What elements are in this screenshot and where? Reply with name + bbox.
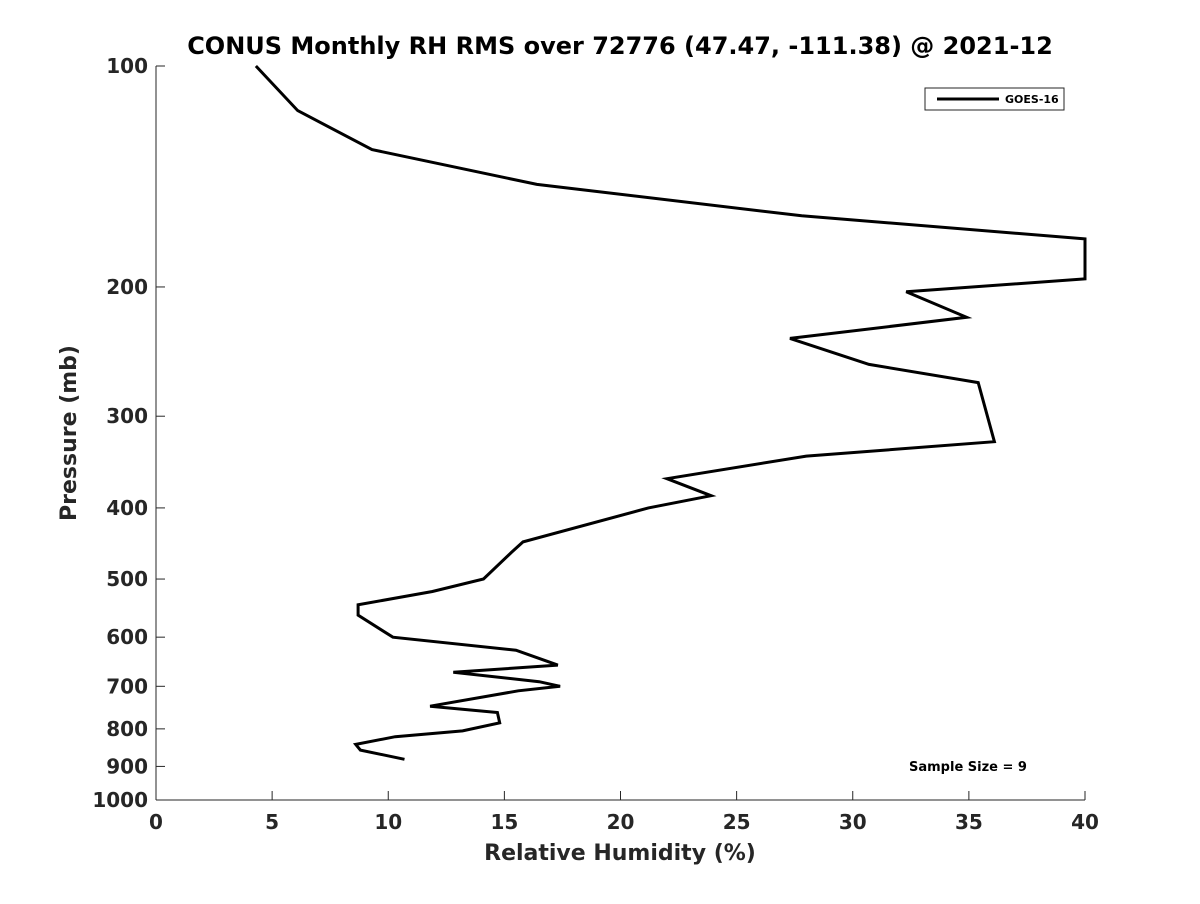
x-axis-ticks: 0 5 10 15 20 25 30 35 40	[149, 791, 1099, 834]
y-tick-label: 200	[106, 275, 148, 299]
y-tick-label: 400	[106, 496, 148, 520]
y-axis-label: Pressure (mb)	[57, 345, 82, 521]
sample-size-annotation: Sample Size = 9	[909, 760, 1027, 775]
chart-title: CONUS Monthly RH RMS over 72776 (47.47, …	[187, 32, 1053, 60]
x-axis-label: Relative Humidity (%)	[484, 841, 756, 866]
y-tick-label: 800	[106, 717, 148, 741]
x-tick-label: 15	[490, 810, 518, 834]
x-tick-label: 30	[839, 810, 867, 834]
x-tick-label: 5	[265, 810, 279, 834]
x-tick-label: 20	[607, 810, 635, 834]
x-tick-label: 10	[374, 810, 402, 834]
series-layer	[254, 64, 1087, 761]
legend-label-goes-16: GOES-16	[1005, 93, 1059, 106]
y-tick-label: 600	[106, 625, 148, 649]
y-tick-label: 300	[106, 404, 148, 428]
x-tick-label: 40	[1071, 810, 1099, 834]
plot-area-frame	[156, 66, 1085, 800]
series-line-goes-16	[254, 64, 1087, 761]
y-tick-label: 900	[106, 754, 148, 778]
y-tick-label: 500	[106, 567, 148, 591]
y-axis-ticks: 100 200 300 400 500 600 700 800 900 1000	[92, 54, 165, 812]
y-tick-label: 700	[106, 674, 148, 698]
x-tick-label: 25	[723, 810, 751, 834]
x-tick-label: 35	[955, 810, 983, 834]
legend: GOES-16	[924, 87, 1065, 111]
x-tick-label: 0	[149, 810, 163, 834]
y-tick-label: 100	[106, 54, 148, 78]
y-tick-label: 1000	[92, 788, 148, 812]
